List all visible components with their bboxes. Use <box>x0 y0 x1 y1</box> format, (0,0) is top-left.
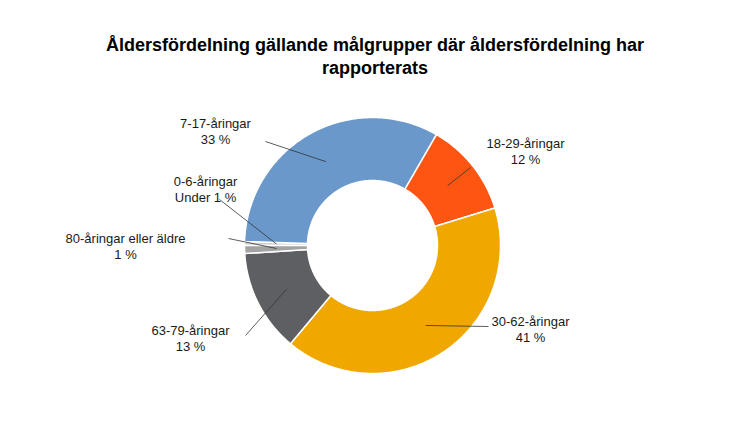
svg-text:80-åringar eller äldre1 %: 80-åringar eller äldre1 % <box>66 231 186 262</box>
svg-text:7-17-åringar33 %: 7-17-åringar33 % <box>180 116 251 147</box>
svg-text:18-29-åringar12 %: 18-29-åringar12 % <box>486 136 565 167</box>
svg-text:30-62-åringar41 %: 30-62-åringar41 % <box>491 314 570 345</box>
svg-text:63-79-åringar13 %: 63-79-åringar13 % <box>151 323 230 354</box>
html-text:Åldersfördelning gällande målg: Åldersfördelning gällande målgrupper där… <box>106 35 644 79</box>
svg-text:0-6-åringarUnder 1 %: 0-6-åringarUnder 1 % <box>174 174 238 205</box>
